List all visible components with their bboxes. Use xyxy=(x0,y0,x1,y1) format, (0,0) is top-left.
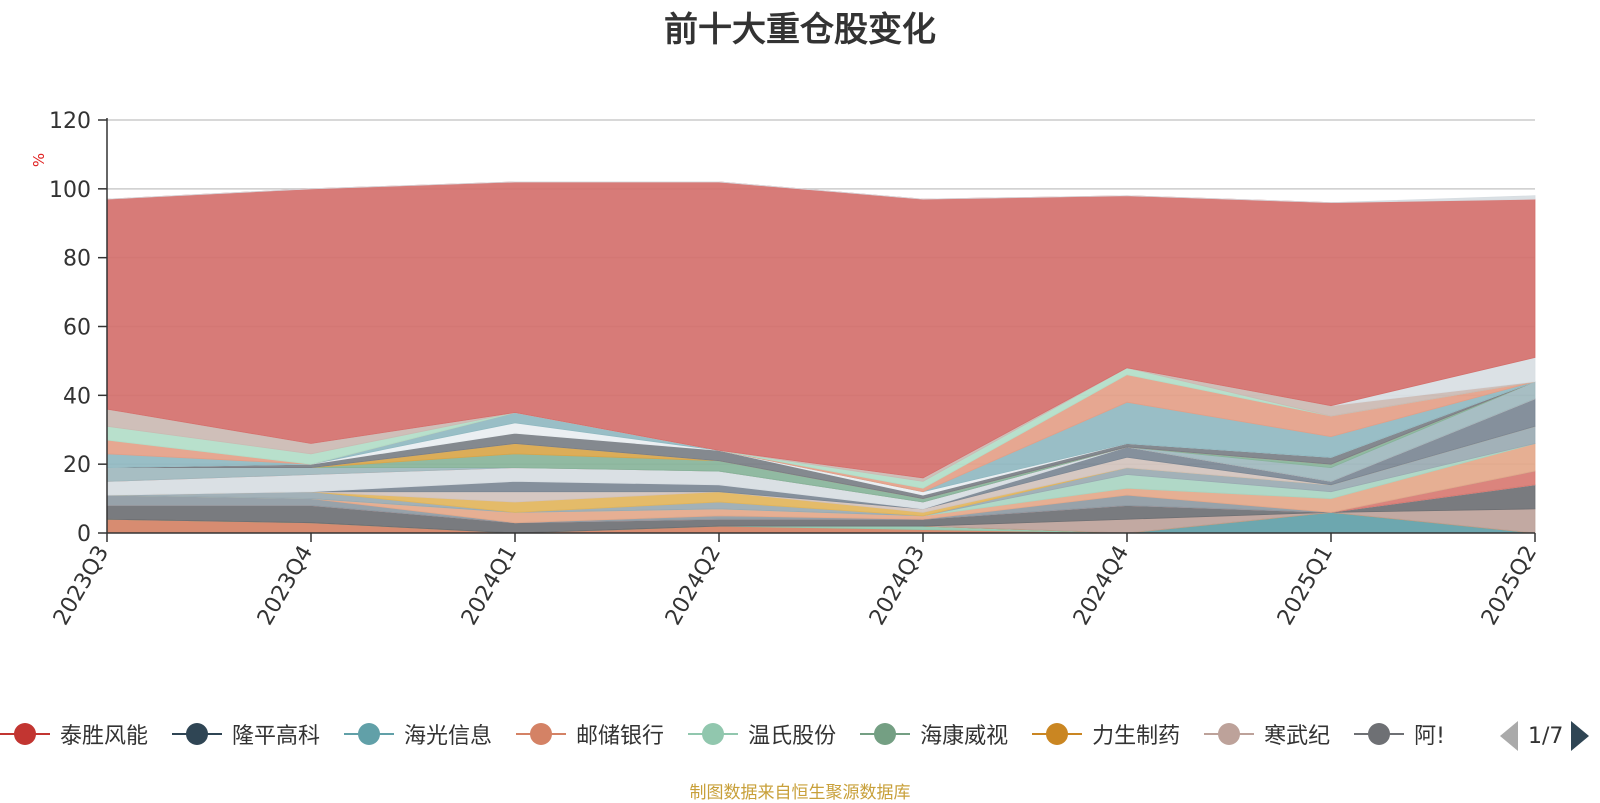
legend: 泰胜风能 隆平高科 海光信息 邮储银行 温氏股份 海康威视 力生制药 寒武纪 阿! xyxy=(0,716,1480,756)
y-tick-label: 120 xyxy=(49,109,91,134)
legend-item[interactable]: 阿! xyxy=(1354,716,1445,752)
x-tick-label: 2024Q1 xyxy=(457,542,522,630)
x-tick-label: 2023Q3 xyxy=(49,542,114,630)
legend-label: 邮储银行 xyxy=(576,724,665,749)
area-series xyxy=(106,181,1536,534)
legend-label: 温氏股份 xyxy=(748,724,837,749)
x-tick-label: 2024Q3 xyxy=(865,542,930,630)
legend-item[interactable]: 海康威视 xyxy=(860,716,1008,752)
legend-item[interactable]: 泰胜风能 xyxy=(0,716,148,752)
legend-label: 海光信息 xyxy=(404,724,493,749)
legend-label: 海康威视 xyxy=(920,724,1009,749)
legend-item[interactable]: 力生制药 xyxy=(1032,716,1180,752)
legend-marker-icon xyxy=(688,716,739,752)
y-axis-unit: % xyxy=(30,153,48,167)
previous-page-icon[interactable] xyxy=(1500,721,1518,751)
legend-item[interactable]: 温氏股份 xyxy=(688,716,836,752)
y-tick-label: 100 xyxy=(49,178,91,203)
y-tick-label: 80 xyxy=(63,247,91,272)
x-tick-label: 2025Q2 xyxy=(1477,542,1542,630)
legend-label: 阿! xyxy=(1414,724,1445,749)
legend-marker-icon xyxy=(172,716,223,752)
area-series-34[interactable] xyxy=(106,181,1536,204)
y-tick-label: 40 xyxy=(63,384,91,409)
legend-marker-icon xyxy=(1204,716,1255,752)
legend-marker-icon xyxy=(860,716,911,752)
legend-marker-icon xyxy=(0,716,50,752)
legend-item[interactable]: 隆平高科 xyxy=(172,716,320,752)
y-tick-label: 0 xyxy=(77,522,91,547)
legend-item[interactable]: 寒武纪 xyxy=(1204,716,1330,752)
legend-label: 力生制药 xyxy=(1092,724,1181,749)
legend-marker-icon xyxy=(1032,716,1083,752)
x-tick-label: 2024Q2 xyxy=(661,542,726,630)
legend-marker-icon xyxy=(516,716,567,752)
y-tick-label: 20 xyxy=(63,453,91,478)
legend-marker-icon xyxy=(344,716,395,752)
next-page-icon[interactable] xyxy=(1571,721,1590,751)
legend-item[interactable]: 邮储银行 xyxy=(516,716,664,752)
x-tick-label: 2023Q4 xyxy=(253,542,318,630)
legend-label: 隆平高科 xyxy=(232,724,321,749)
x-tick-label: 2025Q1 xyxy=(1273,542,1338,630)
legend-item[interactable]: 海光信息 xyxy=(344,716,492,752)
legend-pager: 1/7 xyxy=(1500,718,1600,754)
x-tick-label: 2024Q4 xyxy=(1069,542,1134,630)
legend-label: 寒武纪 xyxy=(1264,724,1331,749)
y-tick-label: 60 xyxy=(63,316,91,341)
legend-label: 泰胜风能 xyxy=(60,724,149,749)
chart-title: 前十大重仓股变化 xyxy=(664,10,936,50)
legend-marker-icon xyxy=(1354,716,1405,752)
legend-page-indicator: 1/7 xyxy=(1528,723,1564,749)
source-note: 制图数据来自恒生聚源数据库 xyxy=(689,783,911,803)
